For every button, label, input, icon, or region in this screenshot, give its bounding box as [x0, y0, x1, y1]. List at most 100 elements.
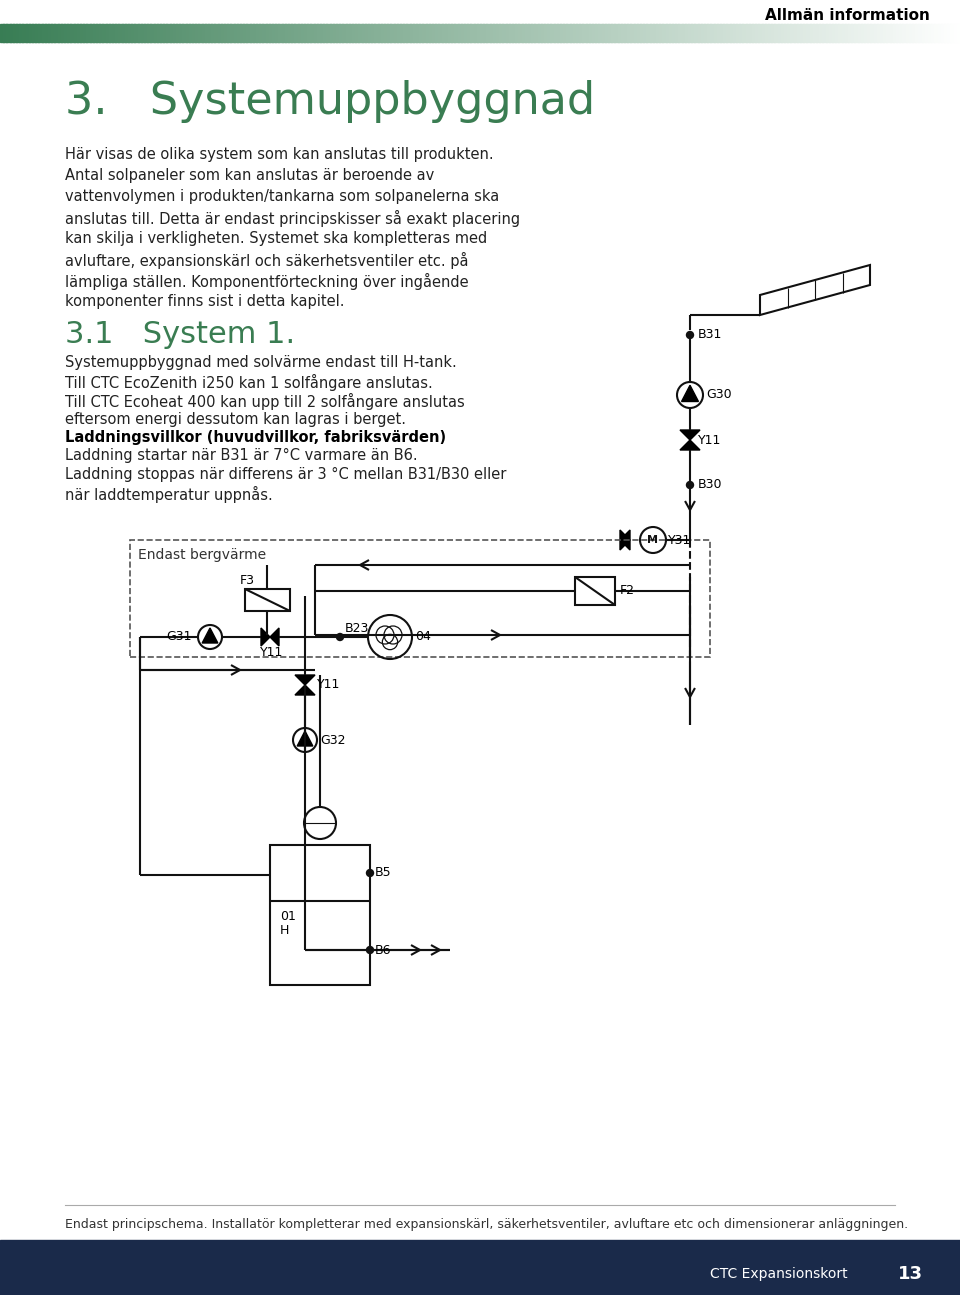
Bar: [704, 25, 708, 41]
Bar: [365, 25, 369, 41]
Text: Endast bergvärme: Endast bergvärme: [138, 548, 266, 562]
Bar: [336, 25, 340, 41]
Bar: [288, 25, 292, 41]
Bar: [665, 25, 670, 41]
Bar: [560, 25, 564, 41]
Circle shape: [686, 482, 693, 488]
Bar: [708, 25, 711, 41]
Bar: [948, 25, 951, 41]
Bar: [727, 25, 731, 41]
Bar: [838, 25, 843, 41]
Bar: [608, 25, 612, 41]
Bar: [413, 25, 417, 41]
Bar: [612, 25, 615, 41]
Bar: [643, 25, 647, 41]
Bar: [835, 25, 839, 41]
Bar: [924, 25, 929, 41]
Bar: [614, 25, 618, 41]
Bar: [506, 25, 510, 41]
Text: avluftare, expansionskärl och säkerhetsventiler etc. på: avluftare, expansionskärl och säkerhetsv…: [65, 253, 468, 269]
Polygon shape: [298, 730, 313, 746]
Bar: [746, 25, 750, 41]
Text: Allmän information: Allmän information: [765, 8, 930, 23]
Bar: [775, 25, 779, 41]
Bar: [0, 25, 4, 41]
Bar: [516, 25, 519, 41]
Bar: [871, 25, 875, 41]
Bar: [245, 589, 290, 611]
Bar: [218, 25, 222, 41]
Bar: [605, 25, 609, 41]
Bar: [564, 25, 567, 41]
Bar: [77, 25, 81, 41]
Text: 13: 13: [898, 1265, 923, 1283]
Text: B23: B23: [345, 623, 370, 636]
Bar: [281, 25, 286, 41]
Bar: [170, 25, 174, 41]
Bar: [682, 25, 685, 41]
Bar: [19, 25, 23, 41]
Bar: [403, 25, 407, 41]
Polygon shape: [203, 628, 218, 644]
Bar: [540, 25, 545, 41]
Bar: [352, 25, 356, 41]
Bar: [896, 25, 900, 41]
Bar: [96, 25, 100, 41]
Text: Endast principschema. Installatör kompletterar med expansionskärl, säkerhetsvent: Endast principschema. Installatör komple…: [65, 1219, 908, 1232]
Bar: [624, 25, 628, 41]
Circle shape: [337, 633, 344, 641]
Bar: [512, 25, 516, 41]
Text: Y31: Y31: [668, 534, 691, 546]
Bar: [243, 25, 248, 41]
Bar: [151, 25, 155, 41]
Text: 3.1   System 1.: 3.1 System 1.: [65, 320, 295, 348]
Bar: [656, 25, 660, 41]
Bar: [272, 25, 276, 41]
Bar: [387, 25, 392, 41]
Bar: [768, 25, 772, 41]
Bar: [259, 25, 263, 41]
Bar: [374, 25, 378, 41]
Bar: [953, 25, 958, 41]
Bar: [573, 25, 577, 41]
Bar: [874, 25, 877, 41]
Bar: [396, 25, 401, 41]
Bar: [118, 25, 123, 41]
Bar: [256, 25, 260, 41]
Bar: [16, 25, 20, 41]
Bar: [269, 25, 273, 41]
Text: H: H: [280, 925, 289, 938]
Bar: [756, 25, 759, 41]
Text: B5: B5: [375, 866, 392, 879]
Bar: [617, 25, 622, 41]
Circle shape: [367, 869, 373, 877]
Bar: [636, 25, 641, 41]
Bar: [343, 25, 347, 41]
Bar: [270, 846, 370, 985]
Bar: [394, 25, 397, 41]
Text: Här visas de olika system som kan anslutas till produkten.: Här visas de olika system som kan anslut…: [65, 148, 493, 162]
Text: G32: G32: [320, 733, 346, 746]
Bar: [845, 25, 849, 41]
Bar: [631, 25, 635, 41]
Bar: [70, 25, 75, 41]
Bar: [890, 25, 894, 41]
Bar: [646, 25, 651, 41]
Bar: [314, 25, 318, 41]
Bar: [278, 25, 282, 41]
Bar: [919, 25, 923, 41]
Bar: [432, 25, 436, 41]
Bar: [569, 25, 574, 41]
Bar: [535, 25, 539, 41]
Bar: [237, 25, 241, 41]
Bar: [84, 25, 87, 41]
Bar: [809, 25, 814, 41]
Bar: [813, 25, 817, 41]
Bar: [300, 25, 305, 41]
Bar: [348, 25, 353, 41]
Bar: [660, 25, 663, 41]
Bar: [400, 25, 404, 41]
Bar: [156, 25, 161, 41]
Bar: [36, 25, 39, 41]
Bar: [93, 25, 97, 41]
